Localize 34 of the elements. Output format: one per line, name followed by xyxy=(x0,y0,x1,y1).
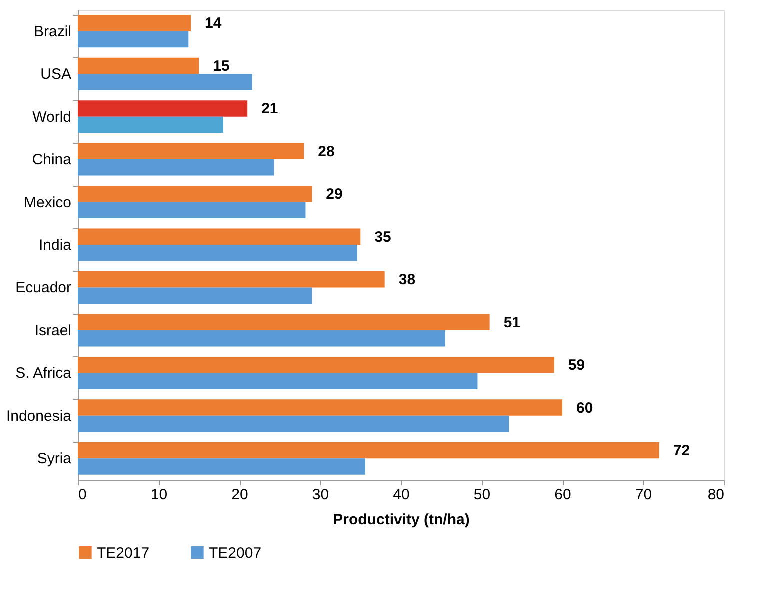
data-label: 72 xyxy=(673,442,690,460)
data-label: 14 xyxy=(205,15,222,32)
data-label: 38 xyxy=(398,272,416,289)
data-label: 21 xyxy=(262,100,278,118)
y-tick-label: India xyxy=(38,237,72,254)
y-tick-label: World xyxy=(32,108,72,126)
y-tick-label: China xyxy=(32,152,72,169)
x-tick-label: 70 xyxy=(635,486,652,504)
data-label: 35 xyxy=(374,228,392,246)
x-tick-label: 10 xyxy=(150,486,168,504)
data-label: 28 xyxy=(318,143,335,160)
data-label: 15 xyxy=(213,58,230,75)
data-label: 51 xyxy=(504,314,521,332)
x-tick-label: 80 xyxy=(708,486,724,504)
y-tick-label: S. Africa xyxy=(16,365,72,382)
legend-label: TE2007 xyxy=(209,544,262,562)
data-label: 59 xyxy=(568,357,586,374)
x-tick-label: 50 xyxy=(474,486,491,504)
y-tick-label: Brazil xyxy=(34,23,72,40)
y-tick-label: Israel xyxy=(34,322,72,340)
x-axis-title: Productivity (tn/ha) xyxy=(333,512,470,528)
x-tick-label: 30 xyxy=(312,486,330,504)
x-tick-label: 40 xyxy=(393,486,410,504)
x-tick-label: 20 xyxy=(232,486,248,504)
y-tick-label: Ecuador xyxy=(16,280,72,297)
y-tick-label: Mexico xyxy=(24,194,72,212)
legend-label: TE2017 xyxy=(97,544,150,562)
y-tick-label: Indonesia xyxy=(6,408,72,425)
x-tick-label: 60 xyxy=(554,486,572,504)
y-tick-label: USA xyxy=(40,66,72,84)
data-label: 29 xyxy=(326,186,343,204)
y-tick-label: Syria xyxy=(37,450,72,468)
x-tick-label: 0 xyxy=(78,486,87,504)
data-label: 60 xyxy=(576,400,594,417)
